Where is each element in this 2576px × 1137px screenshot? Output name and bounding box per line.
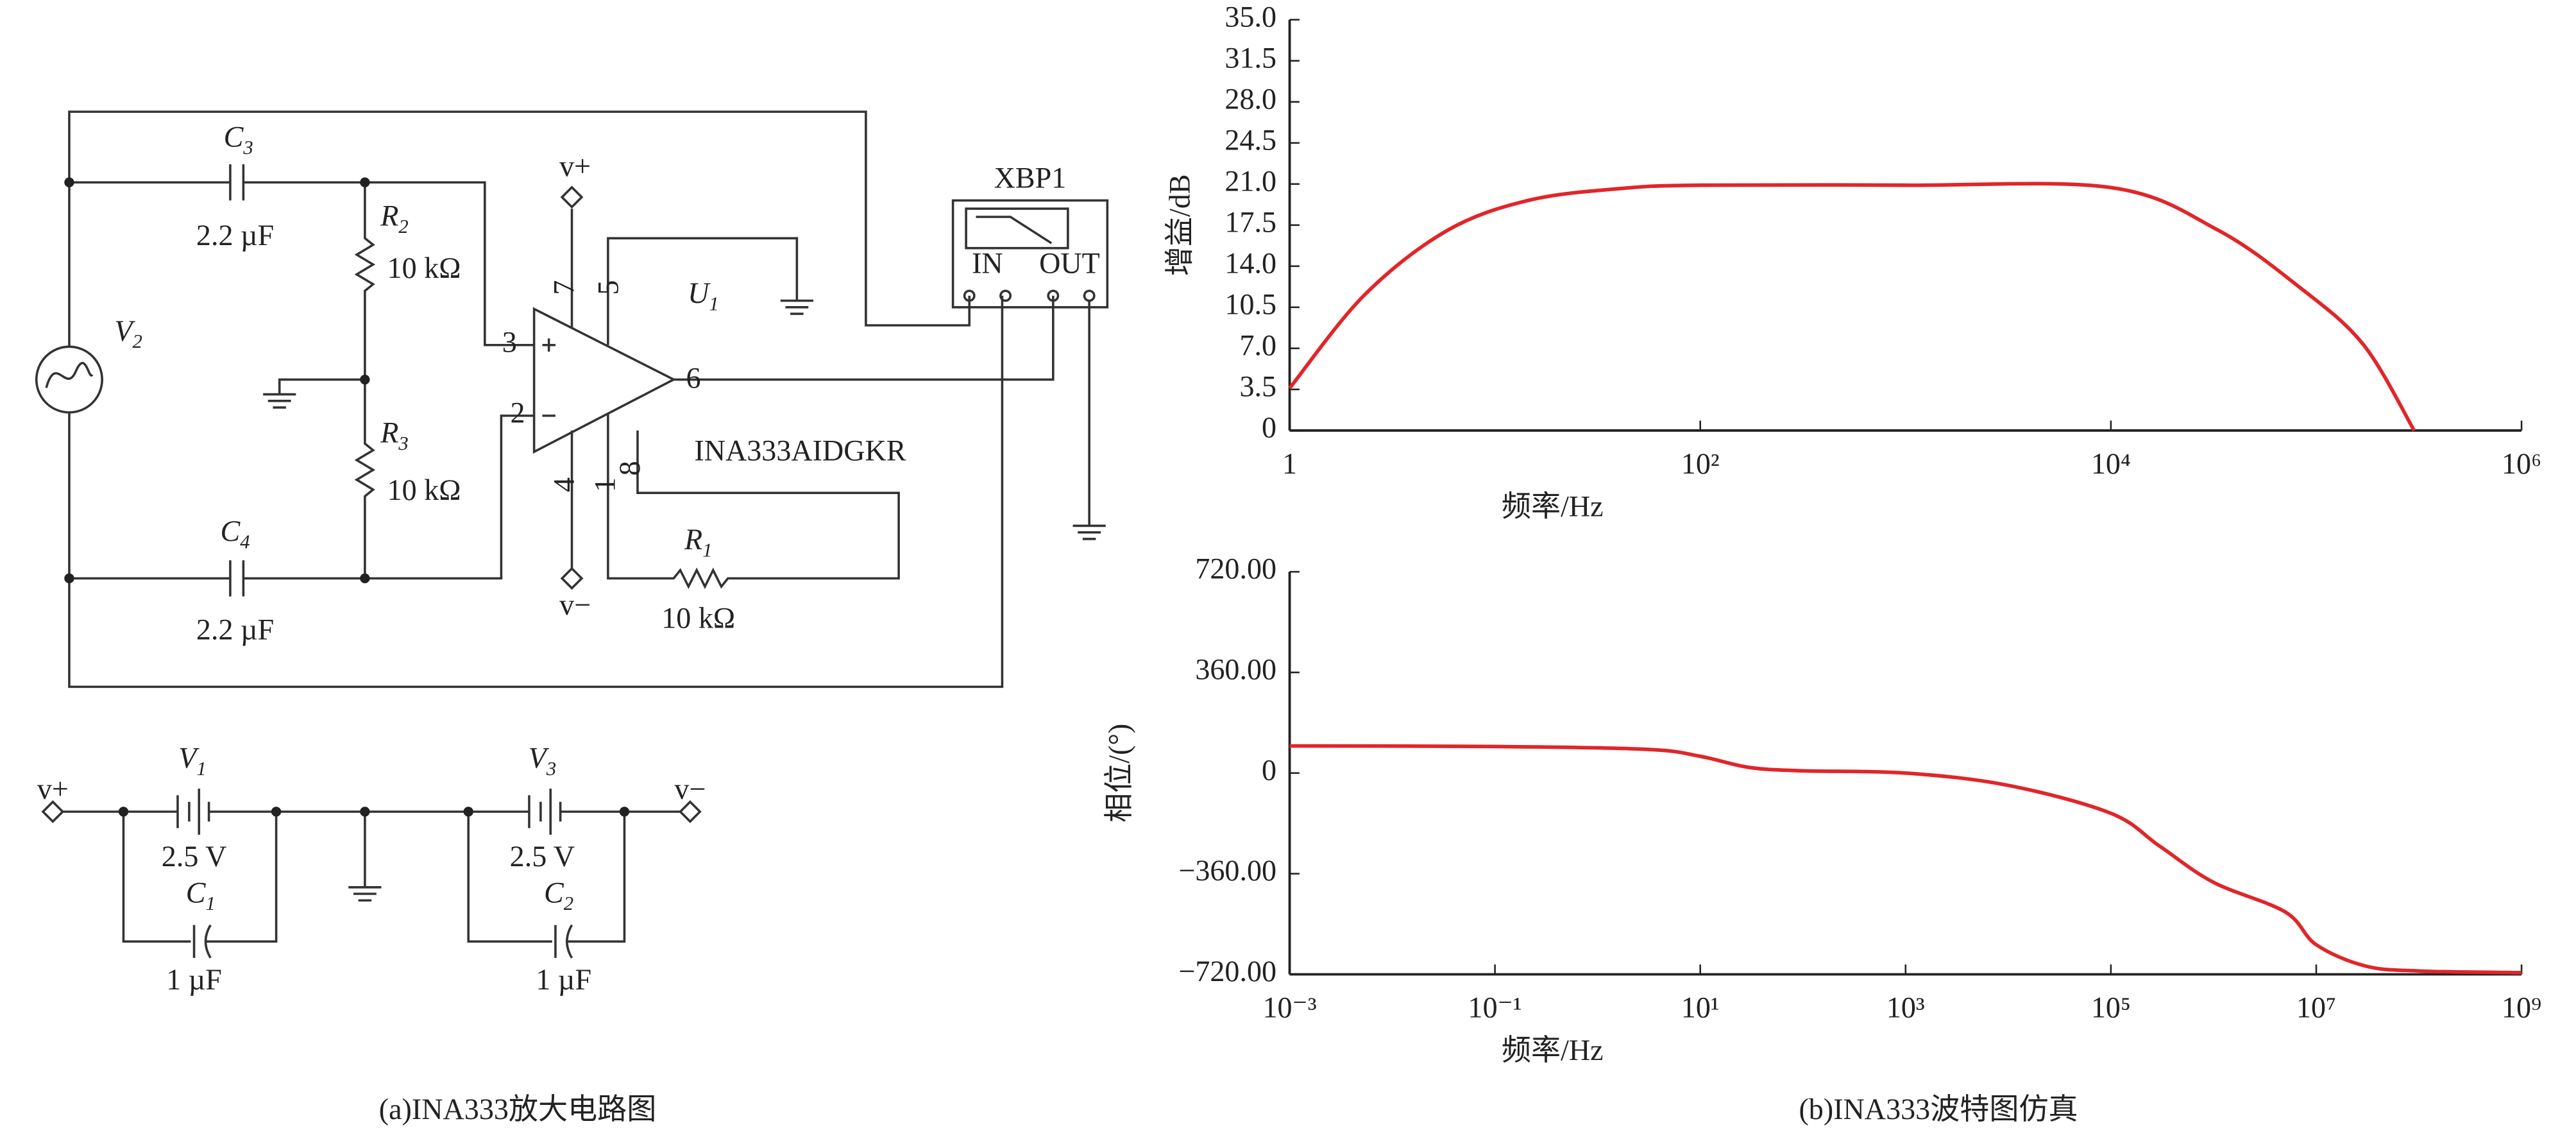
- component-subscript: 1: [709, 293, 718, 314]
- component-subscript: 1: [196, 758, 206, 780]
- component-letter: C: [224, 120, 244, 153]
- y-tick-label: −720.00: [1178, 955, 1276, 987]
- x-tick-label: 1: [1282, 447, 1297, 480]
- pin-number: 7: [547, 280, 580, 295]
- y-tick-label: 10.5: [1224, 287, 1276, 320]
- component-label: V2: [114, 314, 142, 352]
- x-axis-label: 频率/Hz: [1502, 1034, 1604, 1066]
- x-tick-label: 10¹: [1681, 991, 1720, 1023]
- caption: (b)INA333波特图仿真: [1799, 1093, 2078, 1125]
- supply-label: v−: [559, 588, 591, 621]
- y-tick-label: 7.0: [1239, 329, 1276, 361]
- pin-number: 4: [547, 477, 580, 492]
- y-tick-label: 24.5: [1224, 123, 1276, 156]
- x-tick-label: 10⁵: [2091, 991, 2131, 1023]
- x-tick-label: 10²: [1681, 447, 1720, 480]
- component-subscript: 1: [702, 539, 712, 561]
- y-tick-label: 28.0: [1224, 82, 1276, 115]
- y-tick-label: 3.5: [1239, 370, 1276, 402]
- component-letter: V: [178, 741, 199, 774]
- component-subscript: 4: [240, 531, 250, 553]
- data-line: [1289, 744, 2522, 975]
- pin-number: 1: [588, 477, 621, 492]
- y-axis-label: 增益/dB: [1164, 174, 1196, 276]
- y-tick-label: 14.0: [1224, 246, 1276, 279]
- y-tick-label: 35.0: [1224, 0, 1276, 33]
- component-letter: R: [380, 199, 398, 232]
- component-value: 10 kΩ: [387, 252, 461, 284]
- component-label: U1: [688, 277, 719, 315]
- component-value: 2.5 V: [162, 840, 227, 873]
- x-tick-label: 10⁻³: [1262, 991, 1316, 1023]
- component-label: C1: [186, 876, 216, 914]
- component-value: 2.5 V: [510, 840, 575, 873]
- component-value: 2.2 µF: [196, 219, 274, 252]
- component-letter: R: [380, 416, 398, 449]
- data-line: [1288, 182, 2416, 432]
- component-letter: V: [529, 741, 550, 774]
- component-value: 10 kΩ: [661, 602, 735, 635]
- x-tick-label: 10⁴: [2091, 447, 2131, 480]
- component-letter: R: [684, 523, 702, 556]
- component-letter: C: [544, 876, 564, 909]
- instrument-name: XBP1: [994, 161, 1067, 194]
- y-tick-label: 21.0: [1224, 164, 1276, 197]
- component-subscript: 3: [242, 137, 253, 158]
- component-label: C4: [221, 515, 250, 553]
- supply-label: v−: [674, 773, 706, 805]
- x-tick-label: 10³: [1886, 991, 1925, 1023]
- component-letter: C: [186, 876, 207, 909]
- caption: (a)INA333放大电路图: [379, 1093, 657, 1125]
- component-letter: C: [221, 515, 241, 547]
- pin-number: 3: [502, 325, 517, 358]
- charts: 0 3.5 7.0 10.5 14.0 17.5 21.0 24.5 28.0 31.5 35.0 1…: [1103, 0, 2541, 1066]
- component-label: R2: [380, 199, 409, 237]
- instrument-port: IN: [972, 246, 1003, 279]
- component-subscript: 2: [564, 893, 573, 914]
- component-value: 2.2 µF: [196, 613, 274, 645]
- y-tick-label: 0: [1262, 753, 1276, 786]
- component-subscript: 3: [398, 432, 408, 454]
- pin-number: 2: [511, 396, 525, 429]
- pin-number: 6: [686, 362, 701, 395]
- component-label: V3: [529, 741, 557, 780]
- component-label: C3: [224, 120, 253, 158]
- component-label: C2: [544, 876, 573, 914]
- pin-number: 8: [613, 461, 646, 475]
- y-tick-label: 360.00: [1195, 653, 1276, 686]
- component-subscript: 2: [398, 216, 408, 237]
- y-tick-label: 720.00: [1195, 552, 1276, 585]
- x-tick-label: 10⁹: [2502, 991, 2541, 1023]
- x-axis-label: 频率/Hz: [1502, 490, 1604, 522]
- component-subscript: 2: [133, 330, 142, 352]
- pin-number: 5: [592, 280, 625, 295]
- component-letter: V: [114, 314, 135, 346]
- x-tick-label: 10⁷: [2296, 991, 2336, 1023]
- component-subscript: 3: [546, 758, 556, 780]
- y-tick-label: −360.00: [1178, 854, 1276, 887]
- x-tick-label: 10⁻¹: [1468, 991, 1522, 1023]
- y-axis-label: 相位/(°): [1103, 724, 1135, 823]
- component-value: INA333AIDGKR: [694, 434, 906, 466]
- supply-label: v+: [37, 773, 69, 805]
- component-value: 1 µF: [536, 963, 591, 996]
- component-value: 1 µF: [166, 963, 222, 996]
- y-tick-label: 0: [1262, 411, 1276, 443]
- y-tick-label: 31.5: [1224, 41, 1276, 74]
- supply-label: v+: [559, 150, 591, 182]
- component-label: V1: [178, 741, 207, 780]
- component-letter: U: [688, 277, 711, 309]
- component-value: 10 kΩ: [387, 474, 461, 506]
- instrument-port: OUT: [1039, 246, 1100, 279]
- x-tick-label: 10⁶: [2502, 447, 2541, 480]
- y-tick-label: 17.5: [1224, 205, 1276, 238]
- component-subscript: 1: [206, 893, 216, 914]
- component-label: R1: [684, 523, 713, 561]
- node-dots: [64, 177, 630, 817]
- component-label: R3: [380, 416, 409, 454]
